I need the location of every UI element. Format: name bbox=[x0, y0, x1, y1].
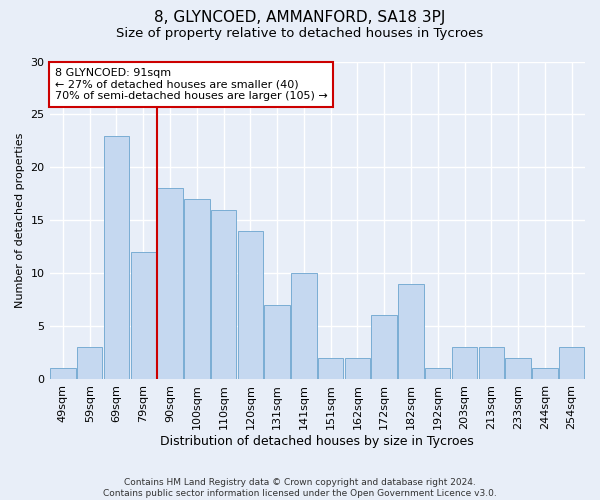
Bar bbox=[532, 368, 557, 379]
Bar bbox=[131, 252, 156, 379]
Bar bbox=[559, 347, 584, 379]
Bar bbox=[104, 136, 129, 379]
Bar bbox=[184, 199, 209, 379]
Bar bbox=[265, 305, 290, 379]
Text: Contains HM Land Registry data © Crown copyright and database right 2024.
Contai: Contains HM Land Registry data © Crown c… bbox=[103, 478, 497, 498]
Bar bbox=[77, 347, 103, 379]
Text: 8 GLYNCOED: 91sqm
← 27% of detached houses are smaller (40)
70% of semi-detached: 8 GLYNCOED: 91sqm ← 27% of detached hous… bbox=[55, 68, 328, 101]
Text: 8, GLYNCOED, AMMANFORD, SA18 3PJ: 8, GLYNCOED, AMMANFORD, SA18 3PJ bbox=[154, 10, 446, 25]
X-axis label: Distribution of detached houses by size in Tycroes: Distribution of detached houses by size … bbox=[160, 434, 474, 448]
Bar bbox=[505, 358, 531, 379]
Bar bbox=[452, 347, 477, 379]
Bar bbox=[238, 231, 263, 379]
Bar bbox=[371, 316, 397, 379]
Bar bbox=[291, 273, 317, 379]
Bar bbox=[50, 368, 76, 379]
Bar bbox=[318, 358, 343, 379]
Text: Size of property relative to detached houses in Tycroes: Size of property relative to detached ho… bbox=[116, 28, 484, 40]
Y-axis label: Number of detached properties: Number of detached properties bbox=[15, 132, 25, 308]
Bar bbox=[157, 188, 183, 379]
Bar bbox=[425, 368, 451, 379]
Bar bbox=[211, 210, 236, 379]
Bar bbox=[398, 284, 424, 379]
Bar bbox=[345, 358, 370, 379]
Bar bbox=[479, 347, 504, 379]
